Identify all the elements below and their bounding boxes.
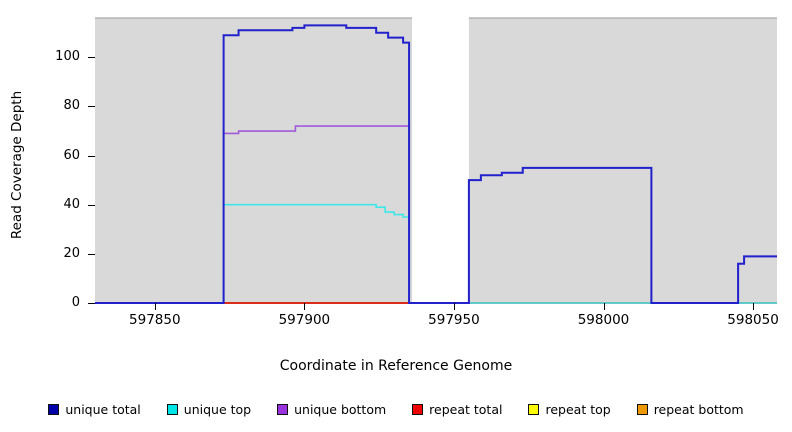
x-tick-label: 597950 <box>428 312 480 328</box>
y-tick-label: 0 <box>71 295 80 310</box>
y-tick-mark <box>88 106 95 108</box>
x-tick-mark <box>304 303 306 310</box>
chart-legend: unique total unique top unique bottom repea… <box>0 398 792 420</box>
series-line-unique-total <box>95 24 777 304</box>
y-tick-label: 80 <box>63 98 80 114</box>
y-tick-label: 60 <box>63 147 80 163</box>
legend-label: repeat bottom <box>653 401 744 417</box>
legend-item-unique-top[interactable]: unique top <box>166 401 252 417</box>
shaded-band <box>95 18 413 303</box>
x-tick-mark <box>753 303 755 310</box>
legend-label: unique top <box>183 401 252 417</box>
y-tick-label: 40 <box>63 196 80 212</box>
y-tick-label: 20 <box>63 245 80 261</box>
legend-swatch-icon <box>636 403 648 415</box>
x-tick-label: 598000 <box>577 312 630 328</box>
legend-item-repeat-top[interactable]: repeat top <box>528 401 611 417</box>
legend-item-repeat-bottom[interactable]: repeat bottom <box>636 401 744 417</box>
x-tick-label: 597900 <box>278 312 331 328</box>
legend-item-unique-bottom[interactable]: unique bottom <box>277 402 386 417</box>
shaded-band <box>468 18 777 303</box>
legend-swatch-icon <box>277 403 289 415</box>
y-tick-mark <box>88 253 95 255</box>
y-tick-mark <box>88 204 95 206</box>
y-tick-mark <box>88 155 95 157</box>
x-tick-mark <box>453 303 455 310</box>
legend-swatch-icon <box>48 403 60 415</box>
legend-label: repeat total <box>429 401 503 417</box>
legend-swatch-icon <box>528 403 540 415</box>
legend-label: unique total <box>65 401 141 417</box>
y-tick-mark <box>88 303 95 304</box>
x-tick-label: 597850 <box>129 312 181 328</box>
x-axis-title: Coordinate in Reference Genome <box>279 358 513 374</box>
legend-label: repeat top <box>545 401 611 417</box>
legend-item-repeat-total[interactable]: repeat total <box>412 402 502 417</box>
legend-item-unique-total[interactable]: unique total <box>48 401 141 417</box>
x-tick-mark <box>603 303 605 310</box>
x-tick-mark <box>154 303 156 310</box>
y-tick-label: 100 <box>55 49 80 65</box>
legend-label: unique bottom <box>294 401 387 417</box>
legend-swatch-icon <box>166 403 178 415</box>
y-tick-mark <box>88 57 95 59</box>
legend-swatch-icon <box>412 403 424 415</box>
x-tick-label: 598050 <box>727 312 779 328</box>
